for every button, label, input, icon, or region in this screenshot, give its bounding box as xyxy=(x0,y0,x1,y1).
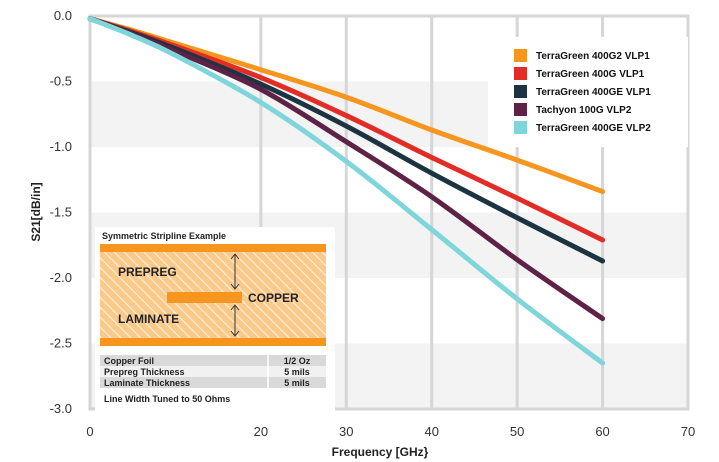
x-tick-label: 0 xyxy=(86,424,93,439)
top-ground-plane xyxy=(100,244,326,252)
laminate-thickness-arrow xyxy=(230,304,240,337)
legend-label: TerraGreen 400GE VLP1 xyxy=(536,87,651,98)
copper-label: COPPER xyxy=(248,291,299,305)
spec-row xyxy=(100,366,326,377)
x-axis-title: Frequency [GHz} xyxy=(332,445,429,459)
y-tick-label: -2.5 xyxy=(50,336,72,351)
series-line xyxy=(87,16,606,366)
spec-value: 5 mils xyxy=(284,378,310,388)
legend: TerraGreen 400G2 VLP1 TerraGreen 400G VLP… xyxy=(488,37,688,147)
legend-label: TerraGreen 400G VLP1 xyxy=(536,69,645,80)
x-tick-label: 40 xyxy=(424,424,438,439)
x-tick-label: 70 xyxy=(681,424,695,439)
legend-swatch xyxy=(514,85,527,98)
laminate-label: LAMINATE xyxy=(118,312,179,326)
spec-footnote: Line Width Tuned to 50 Ohms xyxy=(104,394,230,404)
y-tick-label: -0.5 xyxy=(50,74,72,89)
x-tick-labels: 0 20 30 40 50 60 70 xyxy=(86,424,695,439)
spec-label: Copper Foil xyxy=(104,356,154,366)
x-tick-label: 50 xyxy=(510,424,524,439)
x-tick-label: 60 xyxy=(595,424,609,439)
spec-row xyxy=(100,377,326,388)
spec-label: Prepreg Thickness xyxy=(104,367,185,377)
x-tick-label: 20 xyxy=(254,424,268,439)
spec-table: Copper Foil 1/2 Oz Prepreg Thickness 5 m… xyxy=(100,355,326,404)
prepreg-thickness-arrow xyxy=(230,253,240,290)
y-tick-label: -1.5 xyxy=(50,205,72,220)
legend-items: TerraGreen 400G2 VLP1 TerraGreen 400G VLP… xyxy=(514,49,651,134)
y-tick-label: -3.0 xyxy=(50,401,72,416)
plot-frame xyxy=(88,14,690,411)
legend-swatch xyxy=(514,67,527,80)
y-tick-labels: 0.0 -0.5 -1.0 -1.5 -2.0 -2.5 -3.0 xyxy=(50,8,72,416)
legend-label: TerraGreen 400G2 VLP1 xyxy=(536,51,650,62)
spec-value: 1/2 Oz xyxy=(284,356,311,366)
y-tick-label: 0.0 xyxy=(54,8,72,23)
inset-title: Symmetric Stripline Example xyxy=(102,231,226,241)
legend-label: Tachyon 100G VLP2 xyxy=(536,105,632,116)
legend-label: TerraGreen 400GE VLP2 xyxy=(536,123,651,134)
spec-row xyxy=(100,355,326,366)
x-tick-label: 30 xyxy=(339,424,353,439)
legend-swatch xyxy=(514,49,527,62)
series-layer xyxy=(87,16,606,366)
y-tick-label: -2.0 xyxy=(50,270,72,285)
signal-trace xyxy=(167,292,242,303)
legend-swatch xyxy=(514,121,527,134)
y-axis-title: S21[dB/in] xyxy=(29,182,43,241)
spec-value: 5 mils xyxy=(284,367,310,377)
prepreg-label: PREPREG xyxy=(118,265,177,279)
spec-label: Laminate Thickness xyxy=(104,378,190,388)
bottom-ground-plane xyxy=(100,338,326,346)
y-tick-label: -1.0 xyxy=(50,139,72,154)
stripline-inset: Symmetric Stripline Example PREPREG COPP… xyxy=(95,227,335,413)
legend-swatch xyxy=(514,103,527,116)
